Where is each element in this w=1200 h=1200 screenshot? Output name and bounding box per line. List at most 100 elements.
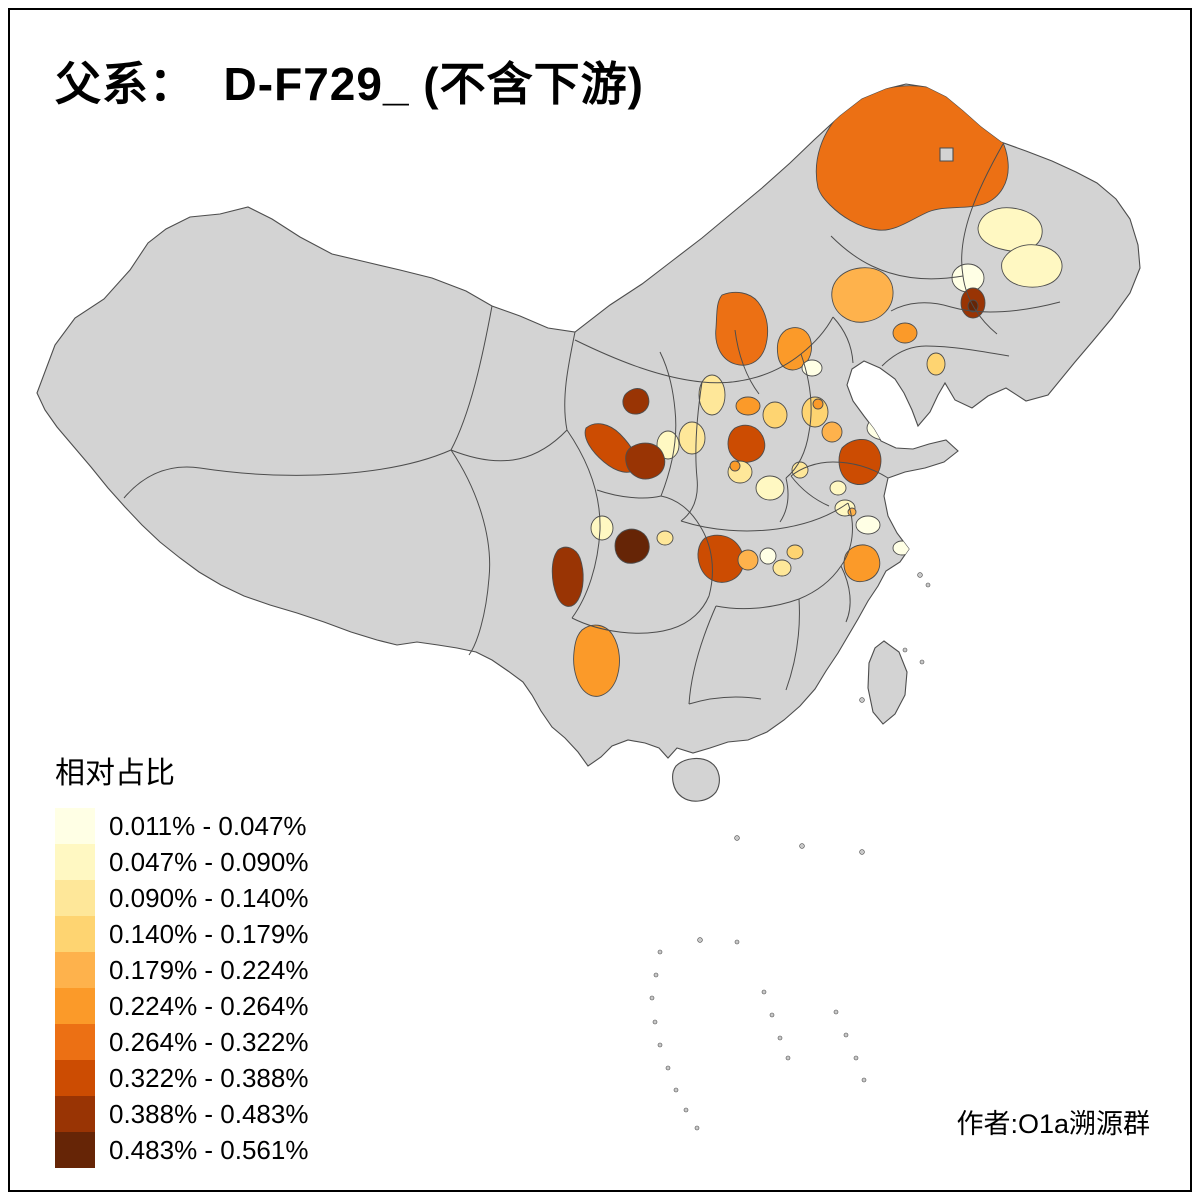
legend-label: 0.047% - 0.090%	[109, 847, 309, 877]
region-hole	[940, 148, 953, 161]
sea-island-dot	[666, 1066, 670, 1070]
legend-swatch	[55, 1024, 95, 1060]
region	[813, 399, 823, 409]
legend-row: 0.264% - 0.322%	[55, 1024, 308, 1060]
legend-row: 0.011% - 0.047%	[55, 808, 308, 844]
sea-island-dot	[844, 1033, 848, 1037]
legend-swatch	[55, 844, 95, 880]
region	[615, 529, 649, 563]
sea-island-dot	[770, 1013, 774, 1017]
author-credit: 作者:O1a溯源群	[956, 1109, 1150, 1139]
legend-label: 0.264% - 0.322%	[109, 1027, 309, 1057]
legend-title: 相对占比	[55, 757, 175, 790]
sea-island-dot	[654, 973, 658, 977]
sea-island-dot	[860, 850, 865, 855]
hainan-island	[673, 759, 720, 802]
legend-swatch	[55, 952, 95, 988]
region	[773, 560, 791, 576]
region	[760, 548, 776, 564]
legend-row: 0.388% - 0.483%	[55, 1096, 308, 1132]
province-boundaries	[124, 144, 1060, 704]
legend-swatch	[55, 916, 95, 952]
taiwan-island	[868, 641, 907, 724]
sea-island-dot	[860, 698, 865, 703]
sea-island-dot	[903, 648, 907, 652]
legend-row: 0.224% - 0.264%	[55, 988, 308, 1024]
legend-label: 0.388% - 0.483%	[109, 1099, 309, 1129]
sea-island-dot	[862, 1078, 866, 1082]
legend-swatch	[55, 808, 95, 844]
sea-island-dot	[674, 1088, 678, 1092]
sea-island-dot	[920, 660, 924, 664]
legend-swatch	[55, 1132, 95, 1168]
region	[738, 550, 758, 570]
sea-islets	[650, 573, 930, 1130]
legend-label: 0.179% - 0.224%	[109, 955, 309, 985]
colored-regions	[552, 86, 1062, 697]
sea-island-dot	[658, 1043, 662, 1047]
sea-island-dot	[854, 1056, 858, 1060]
legend-row: 0.483% - 0.561%	[55, 1132, 308, 1168]
region	[802, 360, 822, 376]
region	[952, 264, 984, 292]
region	[856, 516, 880, 534]
region	[832, 268, 893, 323]
sea-island-dot	[650, 996, 654, 1000]
region	[623, 389, 649, 415]
sea-island-dot	[735, 940, 739, 944]
legend-label: 0.224% - 0.264%	[109, 991, 309, 1021]
sea-island-dot	[653, 1020, 657, 1024]
region	[657, 531, 673, 545]
region	[728, 425, 765, 462]
sea-island-dot	[658, 950, 662, 954]
legend-label: 0.140% - 0.179%	[109, 919, 309, 949]
region	[679, 422, 705, 454]
region	[591, 516, 613, 540]
region	[900, 430, 924, 446]
legend-label: 0.483% - 0.561%	[109, 1135, 309, 1165]
sea-island-dot	[834, 1010, 838, 1014]
legend-row: 0.090% - 0.140%	[55, 880, 308, 916]
region	[839, 439, 881, 484]
legend-label: 0.011% - 0.047%	[109, 811, 307, 841]
region	[822, 422, 842, 442]
region	[699, 375, 725, 415]
region	[844, 545, 880, 582]
sea-island-dot	[735, 836, 740, 841]
region	[756, 476, 784, 500]
region	[736, 397, 760, 415]
region	[830, 481, 846, 495]
legend-row: 0.322% - 0.388%	[55, 1060, 308, 1096]
legend-row: 0.179% - 0.224%	[55, 952, 308, 988]
legend-row: 0.047% - 0.090%	[55, 844, 308, 880]
sea-island-dot	[695, 1126, 699, 1130]
region	[1002, 245, 1062, 287]
legend-items: 0.011% - 0.047% 0.047% - 0.090% 0.090% -…	[55, 808, 308, 1168]
region	[716, 292, 768, 365]
sea-island-dot	[926, 583, 930, 587]
page-title: 父系： D-F729_ (不含下游)	[55, 58, 644, 110]
region	[730, 461, 740, 471]
legend-label: 0.090% - 0.140%	[109, 883, 309, 913]
sea-island-dot	[684, 1108, 688, 1112]
region	[848, 508, 856, 516]
region	[574, 625, 620, 696]
region	[626, 443, 665, 479]
region	[893, 323, 917, 343]
sea-island-dot	[918, 573, 923, 578]
region	[867, 416, 903, 440]
region	[787, 545, 803, 559]
legend-row: 0.140% - 0.179%	[55, 916, 308, 952]
sea-island-dot	[778, 1036, 782, 1040]
region	[552, 547, 583, 606]
legend-swatch	[55, 988, 95, 1024]
legend-swatch	[55, 1060, 95, 1096]
region	[978, 208, 1042, 252]
legend: 相对占比 0.011% - 0.047% 0.047% - 0.090% 0.0…	[55, 748, 308, 1168]
sea-island-dot	[800, 844, 805, 849]
legend-swatch	[55, 880, 95, 916]
region	[927, 353, 945, 375]
region	[763, 402, 787, 428]
